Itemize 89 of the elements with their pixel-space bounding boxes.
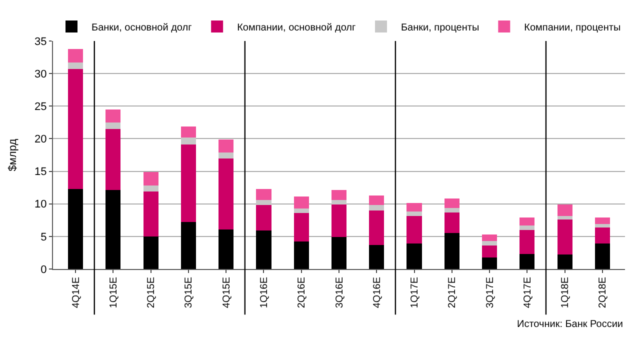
bar — [482, 240, 498, 246]
x-tick-label: 3Q16E — [334, 276, 346, 308]
text: Источник: Банк России — [517, 319, 624, 330]
x-tick-label: 1Q16E — [258, 276, 270, 308]
bar — [369, 244, 384, 269]
bar — [331, 190, 347, 200]
bar — [369, 210, 384, 245]
bar — [106, 128, 121, 190]
bar — [444, 212, 460, 234]
bar — [294, 242, 309, 269]
x-tick-label: 4Q17E — [522, 276, 534, 308]
legend-label: Компании, основной долг — [237, 22, 356, 34]
bar — [106, 190, 121, 269]
y-tick-label: 20 — [34, 134, 47, 146]
y-tick-label: 5 — [40, 231, 47, 244]
bar — [68, 188, 84, 269]
bar — [444, 233, 460, 269]
y-tick-label: 10 — [34, 198, 47, 211]
bar — [557, 216, 572, 220]
bar — [557, 254, 572, 269]
bar — [68, 62, 84, 70]
x-tick-label: 3Q15E — [184, 276, 195, 308]
bar — [218, 152, 234, 158]
bar — [218, 229, 234, 269]
bar — [294, 196, 309, 208]
bar — [68, 69, 84, 189]
x-tick-label: 2Q17E — [447, 276, 458, 308]
x-tick-label: 1Q18E — [560, 276, 572, 308]
bar — [482, 257, 498, 269]
bar — [557, 219, 572, 255]
bar — [218, 139, 234, 152]
bar — [180, 137, 196, 145]
bar — [444, 198, 460, 208]
bar — [106, 109, 121, 122]
bar — [369, 195, 384, 206]
bar — [68, 48, 84, 62]
bar — [594, 244, 610, 269]
bar — [557, 204, 572, 216]
bar — [143, 191, 158, 236]
bar — [180, 126, 196, 138]
bar — [331, 204, 347, 238]
y-axis-title: $млрд — [7, 138, 20, 172]
bar — [256, 230, 272, 269]
x-tick-label: 3Q17E — [484, 276, 496, 308]
bar — [594, 227, 610, 244]
bar — [143, 186, 158, 192]
bar — [369, 205, 384, 210]
bar — [218, 158, 234, 230]
bar — [482, 246, 498, 258]
bar — [143, 172, 158, 186]
bar — [294, 212, 309, 242]
bar — [444, 208, 460, 212]
x-tick-label: 4Q16E — [372, 276, 383, 308]
bar — [106, 122, 121, 129]
legend-label: Банки, основной долг — [92, 22, 192, 34]
y-tick-label: 0 — [40, 264, 47, 276]
bar — [594, 224, 610, 228]
bar — [406, 244, 422, 269]
bar — [520, 225, 535, 230]
y-tick-label: 25 — [34, 100, 47, 113]
bar — [594, 218, 610, 224]
x-tick-label: 1Q15E — [108, 276, 120, 308]
x-tick-label: 4Q14E — [70, 276, 82, 308]
x-tick-label: 2Q15E — [146, 276, 158, 308]
y-tick-label: 35 — [34, 36, 47, 48]
bar — [406, 216, 422, 244]
x-tick-label: 4Q15E — [221, 276, 232, 308]
bar — [520, 218, 535, 226]
x-tick-label: 2Q18E — [598, 276, 609, 308]
bar — [520, 230, 535, 254]
bar — [143, 236, 158, 269]
legend-label: Компании, проценты — [524, 22, 621, 34]
bar — [256, 205, 272, 231]
bar — [520, 254, 535, 269]
bar — [180, 144, 196, 222]
bar — [331, 200, 347, 205]
y-tick-label: 30 — [34, 68, 47, 80]
bar — [406, 212, 422, 216]
bar — [406, 203, 422, 212]
x-tick-label: 1Q17E — [410, 276, 421, 308]
bar — [180, 222, 196, 269]
x-tick-label: 2Q16E — [296, 276, 308, 308]
bar — [331, 237, 347, 269]
y-tick-label: 15 — [34, 166, 47, 178]
bar — [482, 234, 498, 241]
bar — [256, 200, 272, 206]
bar — [256, 188, 272, 200]
legend-label: Банки, проценты — [400, 22, 480, 34]
bar — [294, 208, 309, 213]
